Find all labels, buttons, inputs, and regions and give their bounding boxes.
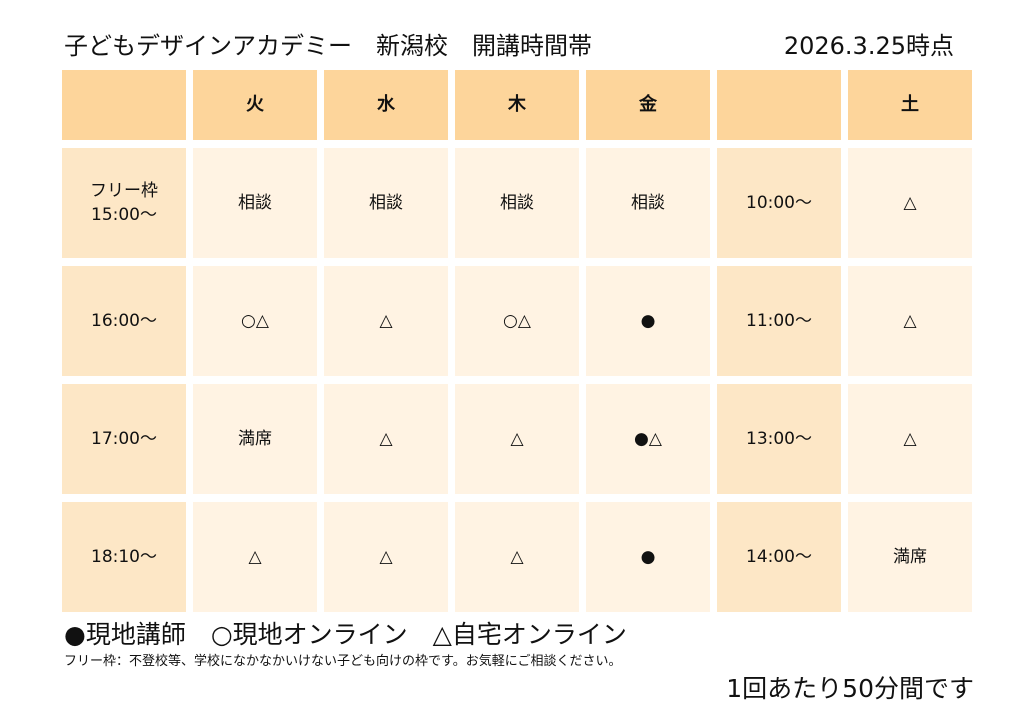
slot-wednesday: △ — [324, 266, 448, 376]
schedule-table: 火 水 木 金 土 フリー枠 15:00〜 相談 相談 相談 相談 10:00〜… — [62, 70, 972, 612]
row-time-label: フリー枠 15:00〜 — [62, 148, 186, 258]
page-title: 子どもデザインアカデミー 新潟校 開講時間帯 — [64, 32, 592, 60]
slot-saturday: 満席 — [848, 502, 972, 612]
slot-saturday: △ — [848, 384, 972, 494]
symbol-legend: ●現地講師 ○現地オンライン △自宅オンライン — [64, 620, 627, 649]
slot-friday: 相談 — [586, 148, 710, 258]
slot-thursday: 相談 — [455, 148, 579, 258]
slot-saturday: △ — [848, 148, 972, 258]
row-time-label: 17:00〜 — [62, 384, 186, 494]
slot-thursday: △ — [455, 384, 579, 494]
slot-friday: ●△ — [586, 384, 710, 494]
slot-saturday: △ — [848, 266, 972, 376]
slot-tuesday: △ — [193, 502, 317, 612]
column-header-friday: 金 — [586, 70, 710, 140]
column-header-saturday: 土 — [848, 70, 972, 140]
row-time-label: 18:10〜 — [62, 502, 186, 612]
schedule-title-bar: 子どもデザインアカデミー 新潟校 開講時間帯 2026.3.25時点 — [64, 26, 964, 66]
column-header-saturday-time — [717, 70, 841, 140]
slot-thursday: △ — [455, 502, 579, 612]
slot-tuesday: 相談 — [193, 148, 317, 258]
slot-wednesday: △ — [324, 502, 448, 612]
session-length-note: 1回あたり50分間です — [726, 674, 974, 703]
slot-tuesday: ○△ — [193, 266, 317, 376]
saturday-time-label: 11:00〜 — [717, 266, 841, 376]
free-slot-note: フリー枠：不登校等、学校になかなかいけない子ども向けの枠です。お気軽にご相談くだ… — [64, 654, 622, 669]
column-header-corner — [62, 70, 186, 140]
column-header-wednesday: 水 — [324, 70, 448, 140]
slot-friday: ● — [586, 502, 710, 612]
saturday-time-label: 13:00〜 — [717, 384, 841, 494]
slot-tuesday: 満席 — [193, 384, 317, 494]
column-header-thursday: 木 — [455, 70, 579, 140]
slot-thursday: ○△ — [455, 266, 579, 376]
row-time-label: 16:00〜 — [62, 266, 186, 376]
as-of-date: 2026.3.25時点 — [783, 32, 954, 60]
row-time-text: フリー枠 15:00〜 — [90, 181, 158, 225]
slot-wednesday: 相談 — [324, 148, 448, 258]
slot-friday: ● — [586, 266, 710, 376]
slot-wednesday: △ — [324, 384, 448, 494]
saturday-time-label: 14:00〜 — [717, 502, 841, 612]
saturday-time-label: 10:00〜 — [717, 148, 841, 258]
column-header-tuesday: 火 — [193, 70, 317, 140]
